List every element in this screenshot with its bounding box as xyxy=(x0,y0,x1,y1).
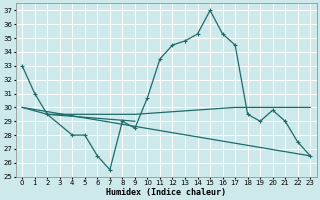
X-axis label: Humidex (Indice chaleur): Humidex (Indice chaleur) xyxy=(106,188,226,197)
